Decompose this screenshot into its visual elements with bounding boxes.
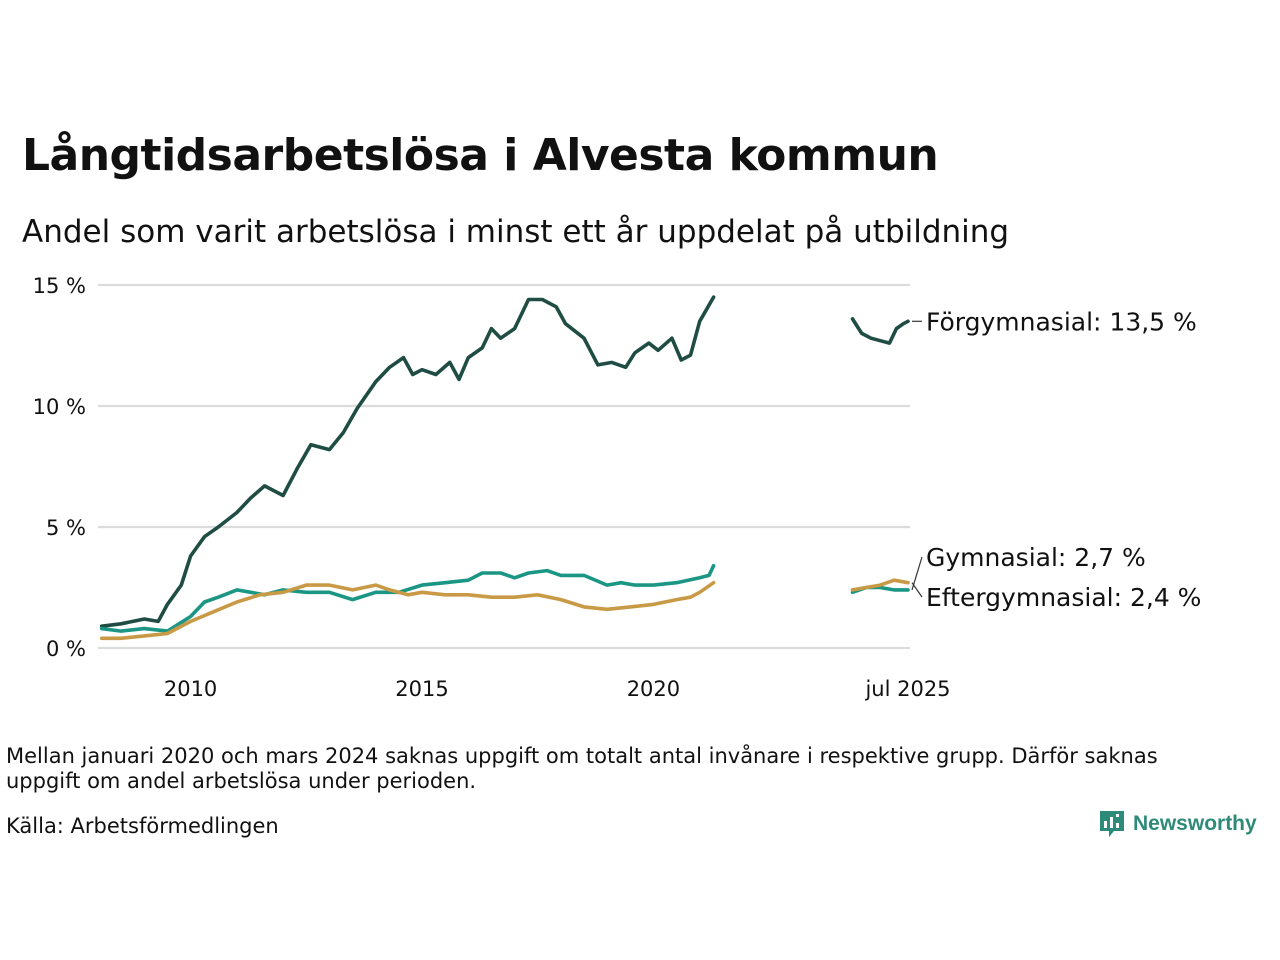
series-line-förgymnasial	[850, 317, 910, 345]
series-end-label: Gymnasial: 2,7 %	[926, 543, 1146, 572]
source-note: Källa: Arbetsförmedlingen	[6, 814, 279, 838]
series-lines	[99, 295, 910, 641]
brand-logo[interactable]: Newsworthy	[1098, 809, 1257, 839]
series-line-förgymnasial	[99, 295, 716, 628]
label-leader-line	[911, 582, 923, 598]
footnote: Mellan januari 2020 och mars 2024 saknas…	[6, 744, 1158, 793]
line-chart: 0 % 5 % 10 % 15 % 2010 2015 2020 jul 2025 Förg…	[33, 274, 1202, 701]
x-axis: 2010 2015 2020 jul 2025	[164, 677, 951, 701]
y-tick-label: 15 %	[33, 274, 86, 298]
x-tick-label: 2020	[627, 677, 680, 701]
series-line-eftergymnasial	[99, 580, 716, 641]
chart-title: Långtidsarbetslösa i Alvesta kommun	[22, 130, 939, 181]
y-tick-label: 5 %	[46, 516, 86, 540]
grid-lines	[98, 283, 910, 650]
series-line-gymnasial	[99, 563, 716, 633]
y-tick-label: 0 %	[46, 637, 86, 661]
series-line-eftergymnasial	[850, 578, 910, 592]
series-end-labels: Förgymnasial: 13,5 % Gymnasial: 2,7 % Efte…	[911, 307, 1201, 612]
x-tick-label: jul 2025	[864, 677, 950, 701]
x-tick-label: 2015	[395, 677, 448, 701]
y-axis: 0 % 5 % 10 % 15 %	[33, 274, 86, 661]
series-end-label: Eftergymnasial: 2,4 %	[926, 583, 1201, 612]
newsworthy-chart-logo-icon	[1100, 811, 1124, 837]
brand-name: Newsworthy	[1133, 812, 1257, 835]
chart-subtitle: Andel som varit arbetslösa i minst ett å…	[22, 214, 1010, 250]
y-tick-label: 10 %	[33, 395, 86, 419]
x-tick-label: 2010	[164, 677, 217, 701]
series-end-label: Förgymnasial: 13,5 %	[926, 307, 1197, 336]
